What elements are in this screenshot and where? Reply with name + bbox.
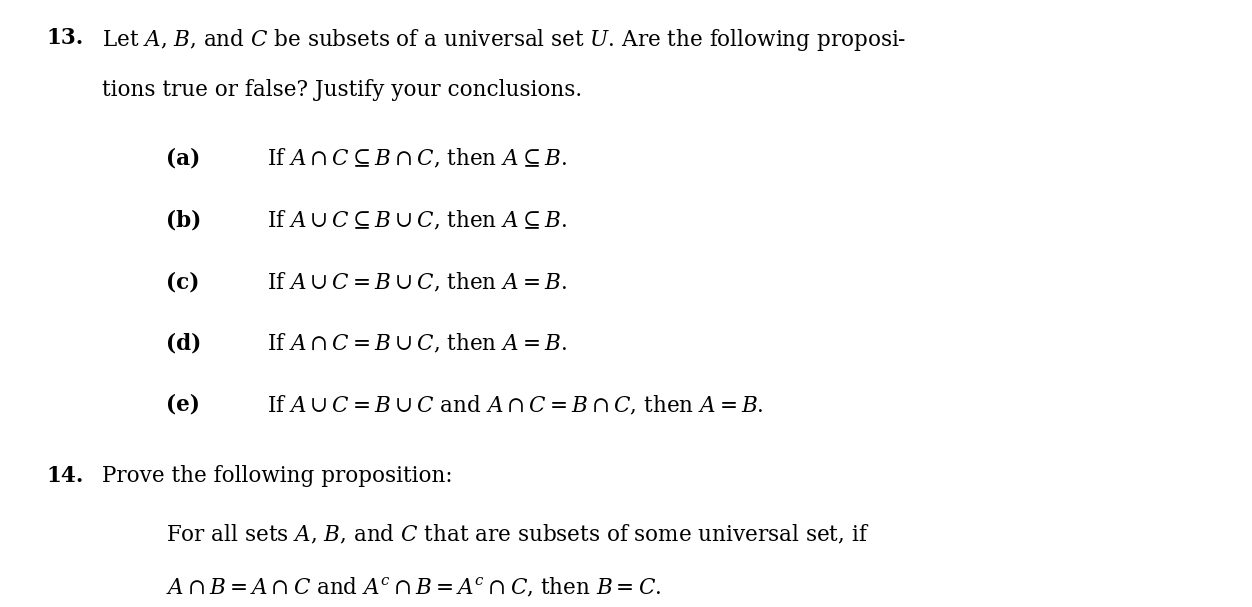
- Text: If $A\cup C = B\cup C$, then $A = B$.: If $A\cup C = B\cup C$, then $A = B$.: [267, 271, 566, 294]
- Text: (e): (e): [165, 394, 200, 416]
- Text: $A\cap B = A\cap C$ and $A^c\cap B = A^c\cap C$, then $B = C$.: $A\cap B = A\cap C$ and $A^c\cap B = A^c…: [165, 576, 661, 599]
- Text: If $A\cap C = B\cup C$, then $A = B$.: If $A\cap C = B\cup C$, then $A = B$.: [267, 332, 566, 355]
- Text: (a): (a): [165, 148, 200, 169]
- Text: 14.: 14.: [46, 466, 84, 487]
- Text: tions true or false? Justify your conclusions.: tions true or false? Justify your conclu…: [103, 79, 582, 101]
- Text: Let $A$, $B$, and $C$ be subsets of a universal set $U$. Are the following propo: Let $A$, $B$, and $C$ be subsets of a un…: [103, 27, 906, 53]
- Text: For all sets $A$, $B$, and $C$ that are subsets of some universal set, if: For all sets $A$, $B$, and $C$ that are …: [165, 524, 869, 547]
- Text: (b): (b): [165, 209, 202, 231]
- Text: 13.: 13.: [46, 27, 84, 49]
- Text: Prove the following proposition:: Prove the following proposition:: [103, 466, 453, 487]
- Text: If $A\cap C\subseteq B\cap C$, then $A\subseteq B$.: If $A\cap C\subseteq B\cap C$, then $A\s…: [267, 148, 566, 171]
- Text: If $A\cup C = B\cup C$ and $A\cap C = B\cap C$, then $A = B$.: If $A\cup C = B\cup C$ and $A\cap C = B\…: [267, 394, 764, 417]
- Text: (d): (d): [165, 332, 202, 354]
- Text: If $A\cup C\subseteq B\cup C$, then $A\subseteq B$.: If $A\cup C\subseteq B\cup C$, then $A\s…: [267, 209, 566, 232]
- Text: (c): (c): [165, 271, 199, 293]
